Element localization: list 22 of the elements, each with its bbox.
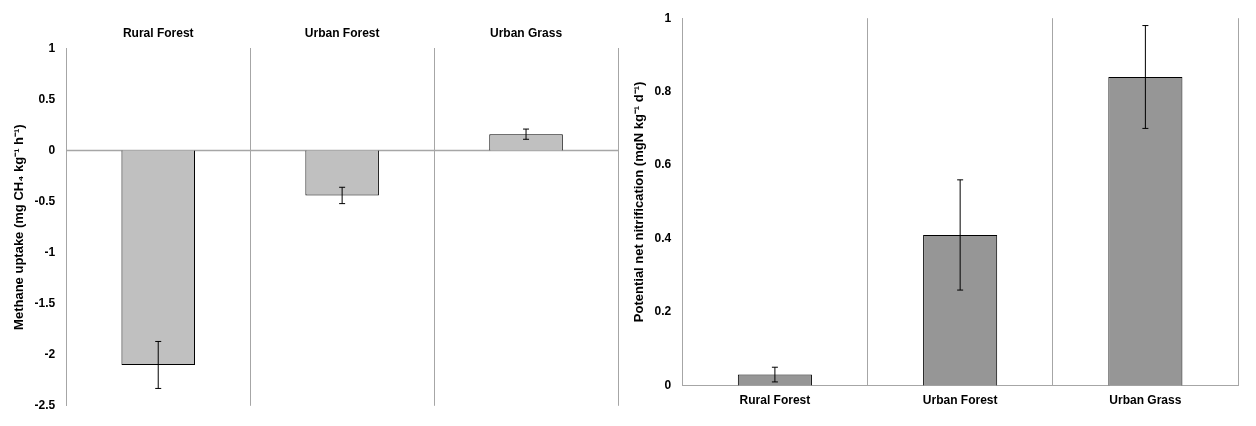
x-tick-label: Urban Grass: [1109, 393, 1182, 408]
y-tick-label: 0.8: [654, 83, 672, 98]
x-tick-label: Rural Forest: [122, 25, 194, 40]
y-axis-title: Methane uptake (mg CH₄ kg⁻¹ h⁻¹): [11, 124, 27, 330]
y-tick-label: 0: [664, 377, 672, 392]
y-tick-label: -1.5: [34, 296, 56, 310]
y-tick-label: 0.4: [654, 230, 672, 245]
y-tick-label: -0.5: [34, 193, 56, 208]
y-tick-label: -1: [44, 244, 56, 259]
x-tick-label: Rural Forest: [739, 393, 811, 408]
y-axis-title: Potential net nitrification (mgN kg⁻¹ d⁻¹): [631, 81, 647, 323]
y-tick-label: 0.5: [38, 91, 56, 106]
y-tick-label: 1: [664, 10, 672, 25]
y-tick-label: 0.2: [654, 304, 672, 319]
y-tick-label: 0: [48, 142, 56, 157]
y-tick-label: 1: [48, 40, 56, 55]
y-tick-label: -2.5: [34, 398, 56, 413]
y-tick-label: 0.6: [654, 157, 672, 172]
x-tick-label: Urban Forest: [922, 393, 998, 408]
y-tick-label: -2: [44, 347, 56, 362]
x-tick-label: Urban Grass: [490, 25, 563, 40]
x-tick-label: Urban Forest: [304, 25, 380, 40]
